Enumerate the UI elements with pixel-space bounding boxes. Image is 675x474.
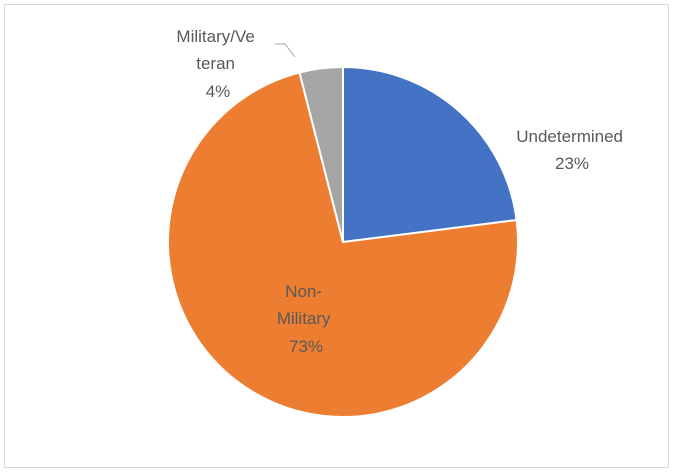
- slice-label-military-veteran: Military/Ve teran 4%: [176, 27, 259, 101]
- slice-label-percent: 23%: [555, 154, 589, 173]
- slice-label-line: Undetermined: [516, 127, 623, 146]
- slice-label-percent: 4%: [206, 82, 231, 101]
- chart-area: Undetermined 23% Non- Military 73% Milit…: [4, 4, 669, 468]
- slice-label-line: Military: [277, 309, 331, 328]
- leader-line: [275, 43, 296, 58]
- pie-slice-military-veteran: [298, 65, 344, 243]
- slice-label-line: Non-: [285, 282, 322, 301]
- pie-slice-undetermined: [342, 65, 518, 244]
- slice-label-non-military: Non- Military 73%: [277, 282, 336, 356]
- slice-label-line: teran: [196, 54, 235, 73]
- slice-label-line: Military/Ve: [176, 27, 254, 46]
- slice-label-undetermined: Undetermined 23%: [516, 127, 628, 173]
- pie-slices: [167, 65, 519, 419]
- pie-slice-non-military: [167, 71, 519, 419]
- pie-chart: Undetermined 23% Non- Military 73% Milit…: [167, 27, 628, 419]
- slice-label-percent: 73%: [289, 337, 323, 356]
